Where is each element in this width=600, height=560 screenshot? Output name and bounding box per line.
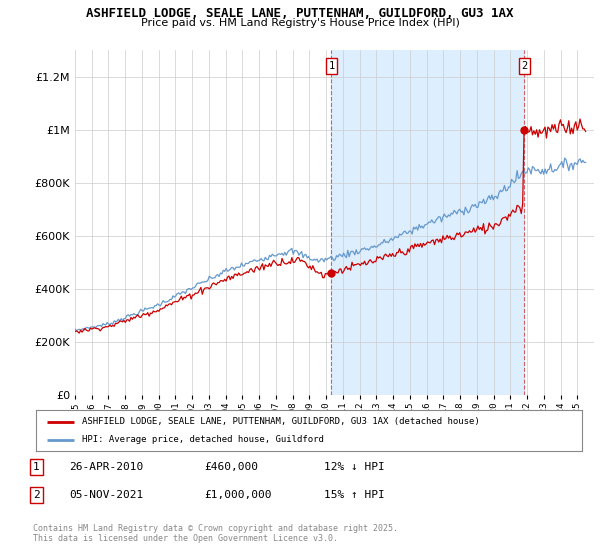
Text: HPI: Average price, detached house, Guildford: HPI: Average price, detached house, Guil… (82, 435, 324, 444)
Text: 12% ↓ HPI: 12% ↓ HPI (324, 462, 385, 472)
Text: 2: 2 (521, 61, 527, 71)
Bar (331, 50, 524, 395)
Text: Contains HM Land Registry data © Crown copyright and database right 2025.
This d: Contains HM Land Registry data © Crown c… (33, 524, 398, 543)
Text: ASHFIELD LODGE, SEALE LANE, PUTTENHAM, GUILDFORD, GU3 1AX: ASHFIELD LODGE, SEALE LANE, PUTTENHAM, G… (86, 7, 514, 20)
Text: 1: 1 (328, 61, 335, 71)
Text: £1,000,000: £1,000,000 (204, 490, 271, 500)
Text: 05-NOV-2021: 05-NOV-2021 (69, 490, 143, 500)
Text: 15% ↑ HPI: 15% ↑ HPI (324, 490, 385, 500)
Text: ASHFIELD LODGE, SEALE LANE, PUTTENHAM, GUILDFORD, GU3 1AX (detached house): ASHFIELD LODGE, SEALE LANE, PUTTENHAM, G… (82, 417, 480, 426)
Text: 1: 1 (33, 462, 40, 472)
Text: £460,000: £460,000 (204, 462, 258, 472)
Text: 26-APR-2010: 26-APR-2010 (69, 462, 143, 472)
Text: 2: 2 (33, 490, 40, 500)
Text: Price paid vs. HM Land Registry's House Price Index (HPI): Price paid vs. HM Land Registry's House … (140, 18, 460, 28)
